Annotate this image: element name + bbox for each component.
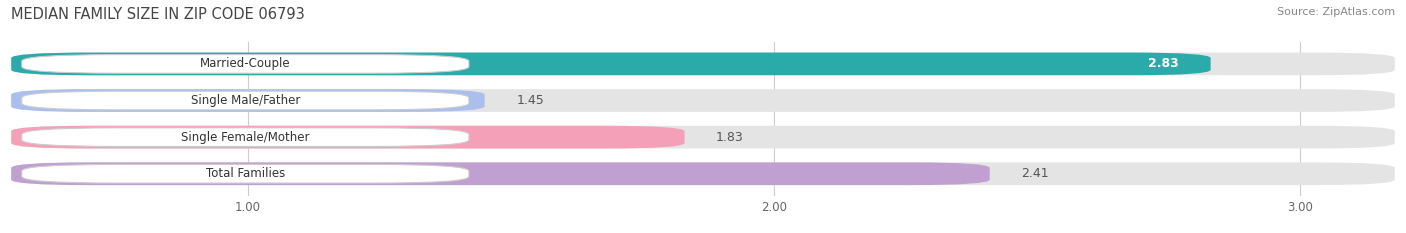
FancyBboxPatch shape (11, 89, 1395, 112)
Text: 2.83: 2.83 (1149, 57, 1180, 70)
Text: 2.41: 2.41 (1021, 167, 1049, 180)
Text: Single Male/Father: Single Male/Father (191, 94, 299, 107)
Text: Source: ZipAtlas.com: Source: ZipAtlas.com (1277, 7, 1395, 17)
FancyBboxPatch shape (11, 126, 685, 148)
Text: Total Families: Total Families (205, 167, 285, 180)
Text: 1.45: 1.45 (516, 94, 544, 107)
FancyBboxPatch shape (11, 126, 1395, 148)
FancyBboxPatch shape (21, 55, 470, 73)
FancyBboxPatch shape (11, 162, 990, 185)
FancyBboxPatch shape (11, 89, 485, 112)
Text: Married-Couple: Married-Couple (200, 57, 291, 70)
FancyBboxPatch shape (21, 164, 470, 183)
FancyBboxPatch shape (21, 128, 470, 147)
FancyBboxPatch shape (21, 91, 470, 110)
Text: 1.83: 1.83 (716, 131, 744, 144)
FancyBboxPatch shape (11, 53, 1395, 75)
FancyBboxPatch shape (11, 162, 1395, 185)
Text: Single Female/Mother: Single Female/Mother (181, 131, 309, 144)
FancyBboxPatch shape (11, 53, 1211, 75)
Text: MEDIAN FAMILY SIZE IN ZIP CODE 06793: MEDIAN FAMILY SIZE IN ZIP CODE 06793 (11, 7, 305, 22)
